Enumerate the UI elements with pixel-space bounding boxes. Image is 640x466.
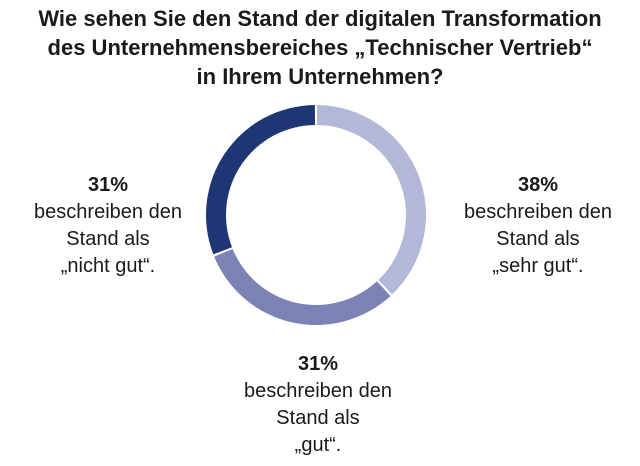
label-nicht-gut-percent: 31% [87, 174, 129, 196]
title-line-2: des Unternehmensbereiches „Technischer V… [47, 35, 593, 60]
label-sehr-gut-line2: Stand als [496, 228, 580, 250]
label-sehr-gut: 38% beschreiben den Stand als „sehr gut“… [428, 172, 640, 280]
label-gut-line3: „gut“. [294, 434, 342, 456]
label-sehr-gut-percent: 38% [517, 174, 559, 196]
label-sehr-gut-line1: beschreiben den [464, 201, 612, 223]
donut-slice-nicht-gut [205, 105, 316, 255]
donut-slice-sehr-gut [316, 105, 426, 295]
label-gut-percent: 31% [297, 353, 339, 375]
chart-title: Wie sehen Sie den Stand der digitalen Tr… [0, 4, 640, 91]
label-gut-line2: Stand als [276, 407, 360, 429]
donut-slice-gut [214, 249, 391, 325]
label-nicht-gut-line2: Stand als [66, 228, 150, 250]
label-nicht-gut: 31% beschreiben den Stand als „nicht gut… [0, 172, 218, 280]
title-line-3: in Ihrem Unternehmen? [196, 64, 444, 89]
label-nicht-gut-line3: „nicht gut“. [60, 255, 156, 277]
label-gut: 31% beschreiben den Stand als „gut“. [208, 351, 428, 459]
title-line-1: Wie sehen Sie den Stand der digitalen Tr… [38, 6, 602, 31]
label-sehr-gut-line3: „sehr gut“. [492, 255, 584, 277]
label-nicht-gut-line1: beschreiben den [34, 201, 182, 223]
label-gut-line1: beschreiben den [244, 380, 392, 402]
